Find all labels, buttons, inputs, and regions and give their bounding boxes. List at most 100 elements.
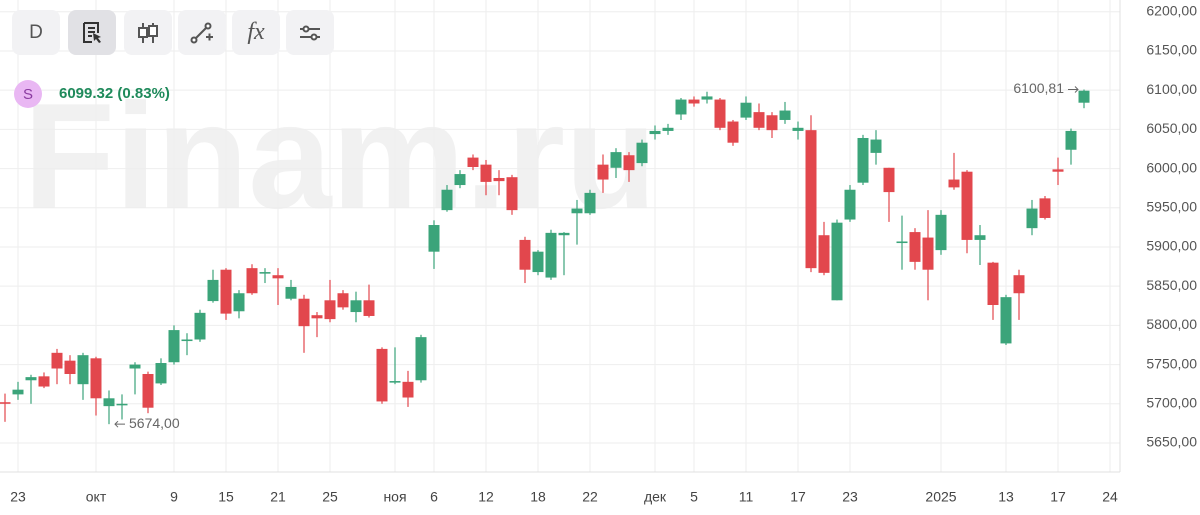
candle-body <box>1039 198 1051 218</box>
candle-body <box>519 239 531 270</box>
x-tick-label: 24 <box>1102 489 1118 505</box>
candle-body <box>298 298 310 327</box>
candle-body <box>1065 130 1077 150</box>
candle-body <box>337 293 349 308</box>
candle-body <box>974 235 986 240</box>
x-tick-label: 6 <box>430 489 438 505</box>
candle-body <box>389 381 401 383</box>
y-tick-label: 5950,00 <box>1146 198 1197 214</box>
candle-body <box>740 102 752 118</box>
icon <box>300 25 320 40</box>
candle-body <box>662 127 674 131</box>
candle-body <box>246 268 258 294</box>
candle-body <box>415 337 427 381</box>
x-tick-label: 18 <box>530 489 546 505</box>
candle-body <box>38 376 50 387</box>
candle-body <box>90 358 102 399</box>
symbol-badge[interactable]: S <box>14 80 42 108</box>
candle-body <box>753 112 765 128</box>
x-tick-label: 5 <box>690 489 698 505</box>
candle-body <box>610 152 622 168</box>
candle-body <box>870 139 882 153</box>
x-tick-label: 21 <box>270 489 286 505</box>
x-tick-label: ноя <box>383 489 406 505</box>
candle-body <box>857 137 869 183</box>
candle-body <box>1078 90 1090 103</box>
interval-button[interactable]: D <box>12 10 60 55</box>
candle-body <box>844 189 856 220</box>
chart-type-button[interactable] <box>68 10 116 55</box>
x-tick-label: 25 <box>322 489 338 505</box>
x-tick-label: 17 <box>1050 489 1066 505</box>
candle-body <box>480 164 492 182</box>
candle-body <box>103 398 115 407</box>
icon <box>190 22 213 43</box>
price: 6099.32 <box>59 85 114 102</box>
candle-body <box>1026 208 1038 229</box>
candle-body <box>363 300 375 316</box>
candle-body <box>688 99 700 104</box>
candle-body <box>818 235 830 273</box>
candle-body <box>883 167 895 193</box>
indicator-button[interactable]: fx <box>232 10 280 55</box>
candle-body <box>467 157 479 168</box>
max-arrow <box>1068 86 1079 93</box>
candle-body <box>779 110 791 120</box>
candle-body <box>597 164 609 180</box>
candle-body <box>129 364 141 369</box>
x-tick-label: 17 <box>790 489 806 505</box>
candle-body <box>636 142 648 164</box>
change: (0.83%) <box>117 85 170 102</box>
candle-body <box>1013 275 1025 294</box>
x-tick-label: 23 <box>10 489 26 505</box>
y-tick-label: 5700,00 <box>1146 394 1197 410</box>
candle-body <box>233 293 245 312</box>
candle-body <box>272 275 284 279</box>
y-tick-label: 6050,00 <box>1146 120 1197 136</box>
candle-body <box>25 377 37 381</box>
candle-body <box>168 330 180 363</box>
drawing-button[interactable] <box>178 10 226 55</box>
candle-body <box>311 315 323 319</box>
candle-body <box>766 115 778 131</box>
settings-button[interactable] <box>286 10 334 55</box>
candle-body <box>51 352 63 369</box>
candle-body <box>922 237 934 270</box>
candles-button[interactable] <box>124 10 172 55</box>
candle-body <box>792 127 804 131</box>
candle-body <box>948 179 960 188</box>
candle-body <box>454 174 466 186</box>
x-tick-label: 2025 <box>925 489 956 505</box>
candle-body <box>1000 297 1012 344</box>
candle-body <box>207 279 219 302</box>
y-tick-label: 6150,00 <box>1146 42 1197 58</box>
x-tick-label: 22 <box>582 489 598 505</box>
candle-body <box>532 251 544 273</box>
x-tick-label: 15 <box>218 489 234 505</box>
candle-body <box>376 348 388 402</box>
x-tick-label: дек <box>644 489 667 505</box>
candle-body <box>493 177 505 182</box>
x-tick-label: 11 <box>739 489 754 505</box>
candle-body <box>324 300 336 320</box>
x-tick-label: 13 <box>998 489 1014 505</box>
candle-body <box>259 272 271 274</box>
x-tick-label: 23 <box>842 489 858 505</box>
max-label: 6100,81 <box>1013 80 1064 96</box>
y-tick-label: 5650,00 <box>1146 434 1197 450</box>
candle-body <box>428 225 440 252</box>
candle-body <box>909 232 921 262</box>
candle-body <box>727 121 739 143</box>
candle-body <box>194 312 206 340</box>
candle-body <box>181 339 193 342</box>
candle-body <box>64 360 76 374</box>
candle-body <box>0 402 11 404</box>
x-tick-label: 12 <box>478 489 494 505</box>
candle-body <box>961 171 973 240</box>
price-info: 6099.32 (0.83%) <box>59 85 170 102</box>
candle-body <box>935 214 947 251</box>
y-tick-label: 5900,00 <box>1146 238 1197 254</box>
candle-body <box>831 222 843 301</box>
y-tick-label: 5850,00 <box>1146 277 1197 293</box>
